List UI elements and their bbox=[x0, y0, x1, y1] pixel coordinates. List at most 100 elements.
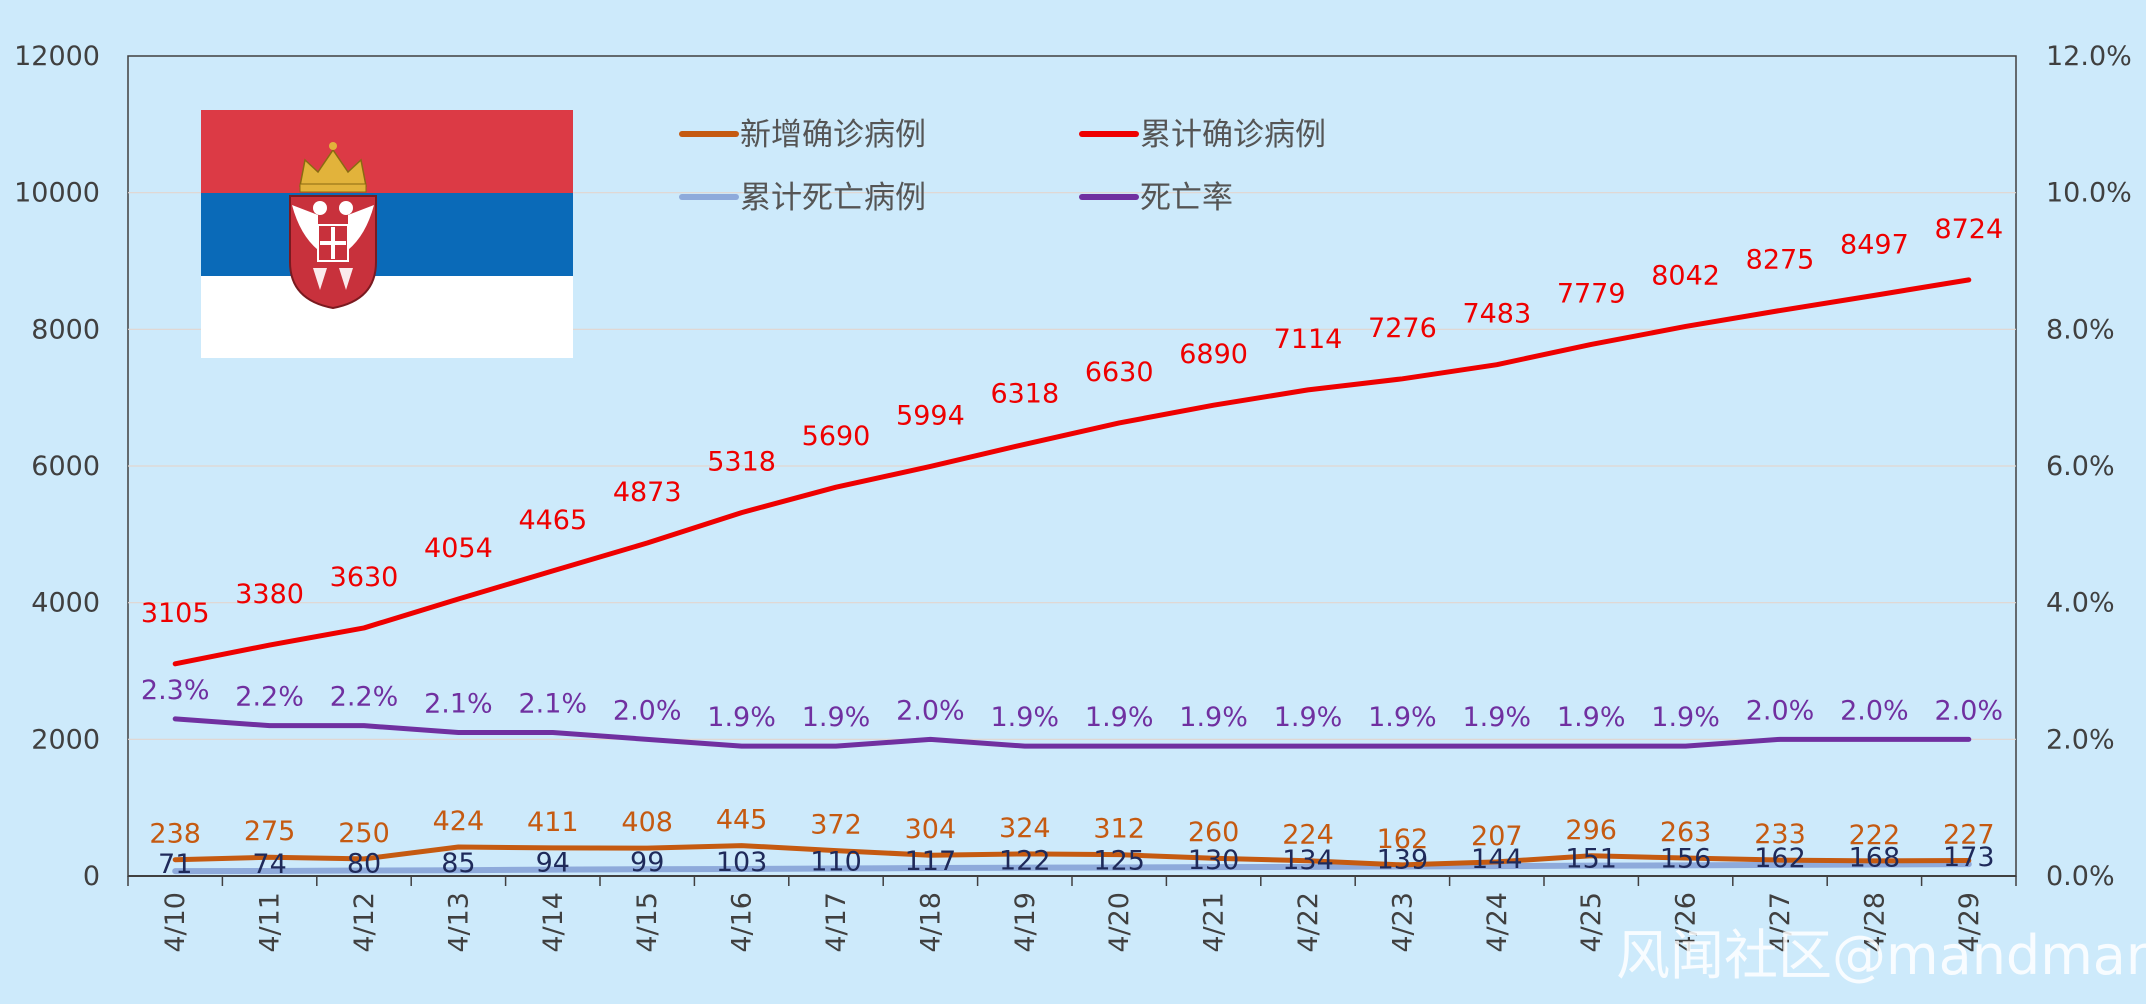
series-line bbox=[172, 277, 1972, 667]
data-label: 4054 bbox=[424, 533, 493, 564]
data-label: 372 bbox=[810, 810, 862, 841]
y-right-tick-label: 8.0% bbox=[2046, 314, 2115, 345]
data-label: 144 bbox=[1471, 844, 1523, 875]
data-label: 4465 bbox=[518, 505, 587, 536]
y-left-tick-label: 10000 bbox=[14, 178, 100, 209]
data-label: 250 bbox=[338, 818, 390, 849]
y-left-tick-label: 0 bbox=[83, 861, 100, 892]
data-label: 5690 bbox=[802, 421, 871, 452]
x-tick-label: 4/21 bbox=[1199, 892, 1230, 953]
y-right-tick-label: 6.0% bbox=[2046, 451, 2115, 482]
data-label: 424 bbox=[433, 806, 485, 837]
data-label: 168 bbox=[1849, 843, 1901, 874]
series-line bbox=[172, 843, 1972, 868]
data-label: 1.9% bbox=[1274, 702, 1343, 733]
data-label: 304 bbox=[905, 814, 957, 845]
x-tick-label: 4/10 bbox=[160, 892, 191, 953]
legend-label: 累计死亡病例 bbox=[740, 180, 926, 216]
data-label: 324 bbox=[999, 813, 1051, 844]
data-label: 3380 bbox=[235, 579, 304, 610]
x-tick-label: 4/26 bbox=[1671, 892, 1702, 953]
data-label: 5318 bbox=[707, 447, 776, 478]
legend-label: 新增确诊病例 bbox=[740, 117, 926, 153]
data-label: 7779 bbox=[1557, 278, 1626, 309]
x-tick-label: 4/18 bbox=[915, 892, 946, 953]
series-line bbox=[172, 716, 1972, 749]
data-label: 238 bbox=[149, 819, 201, 850]
data-label: 227 bbox=[1943, 819, 1995, 850]
data-label: 151 bbox=[1565, 844, 1617, 875]
series-layer bbox=[172, 277, 1972, 875]
data-label: 4873 bbox=[613, 477, 682, 508]
data-label: 1.9% bbox=[1085, 702, 1154, 733]
data-label: 1.9% bbox=[707, 702, 776, 733]
data-label: 222 bbox=[1849, 820, 1901, 851]
legend-label: 死亡率 bbox=[1140, 180, 1233, 216]
serbia-flag bbox=[201, 110, 573, 358]
x-tick-label: 4/17 bbox=[821, 892, 852, 953]
data-label: 7114 bbox=[1274, 324, 1343, 355]
x-tick-label: 4/12 bbox=[349, 892, 380, 953]
data-label: 260 bbox=[1188, 817, 1240, 848]
data-label: 1.9% bbox=[1179, 702, 1248, 733]
data-label: 3630 bbox=[330, 562, 399, 593]
data-label: 8724 bbox=[1934, 214, 2003, 245]
data-label: 445 bbox=[716, 805, 768, 836]
y-left-tick-label: 8000 bbox=[31, 314, 100, 345]
data-label: 207 bbox=[1471, 821, 1523, 852]
data-label: 224 bbox=[1282, 820, 1334, 851]
data-label: 162 bbox=[1754, 843, 1806, 874]
axis-layer: 0 0.0% 2000 2.0% 4000 4.0% 6000 6.0% 8000 8.0% 100… bbox=[14, 41, 2132, 953]
y-left-tick-label: 4000 bbox=[31, 588, 100, 619]
data-label: 8042 bbox=[1651, 260, 1720, 291]
flag-red-stripe bbox=[201, 110, 573, 193]
x-tick-label: 4/29 bbox=[1954, 892, 1985, 953]
y-left-tick-label: 6000 bbox=[31, 451, 100, 482]
data-label: 296 bbox=[1565, 815, 1617, 846]
data-label: 6630 bbox=[1085, 357, 1154, 388]
data-label: 156 bbox=[1660, 843, 1712, 874]
data-label: 71 bbox=[158, 849, 192, 880]
data-label: 6318 bbox=[990, 378, 1059, 409]
flag-blue-stripe bbox=[201, 193, 573, 276]
data-label: 263 bbox=[1660, 817, 1712, 848]
data-label: 103 bbox=[716, 847, 768, 878]
coat-of-arms-icon bbox=[289, 142, 377, 310]
data-label: 2.2% bbox=[330, 682, 399, 713]
data-label: 1.9% bbox=[1651, 702, 1720, 733]
data-label: 2.0% bbox=[1746, 695, 1815, 726]
series-line bbox=[172, 861, 1972, 875]
data-label: 2.2% bbox=[235, 682, 304, 713]
data-label: 2.0% bbox=[896, 695, 965, 726]
data-label: 80 bbox=[347, 849, 381, 880]
data-label: 2.1% bbox=[424, 689, 493, 720]
x-tick-label: 4/14 bbox=[538, 892, 569, 953]
x-tick-label: 4/25 bbox=[1576, 892, 1607, 953]
data-label: 1.9% bbox=[802, 702, 871, 733]
data-label: 130 bbox=[1188, 845, 1240, 876]
y-left-tick-label: 2000 bbox=[31, 724, 100, 755]
data-label: 99 bbox=[630, 847, 664, 878]
y-right-tick-label: 4.0% bbox=[2046, 588, 2115, 619]
data-label: 134 bbox=[1282, 845, 1334, 876]
data-label: 1.9% bbox=[1368, 702, 1437, 733]
watermark: 风闻社区@mandman bbox=[1616, 924, 2146, 987]
x-tick-label: 4/16 bbox=[727, 892, 758, 953]
data-label: 117 bbox=[905, 846, 957, 877]
y-right-tick-label: 10.0% bbox=[2046, 178, 2132, 209]
data-label: 312 bbox=[1093, 814, 1145, 845]
x-tick-label: 4/11 bbox=[255, 892, 286, 953]
data-label: 125 bbox=[1093, 845, 1145, 876]
y-right-tick-label: 0.0% bbox=[2046, 861, 2115, 892]
legend-label: 累计确诊病例 bbox=[1140, 117, 1326, 153]
data-label: 408 bbox=[621, 807, 673, 838]
y-left-tick-label: 12000 bbox=[14, 41, 100, 72]
data-label: 233 bbox=[1754, 819, 1806, 850]
data-label: 122 bbox=[999, 846, 1051, 877]
label-layer: 238 275 250 424 411 408 445 372 304 324 312 260 224 1… bbox=[141, 214, 2003, 880]
data-label: 2.0% bbox=[613, 695, 682, 726]
x-tick-label: 4/15 bbox=[632, 892, 663, 953]
data-label: 2.3% bbox=[141, 675, 210, 706]
y-right-tick-label: 2.0% bbox=[2046, 724, 2115, 755]
